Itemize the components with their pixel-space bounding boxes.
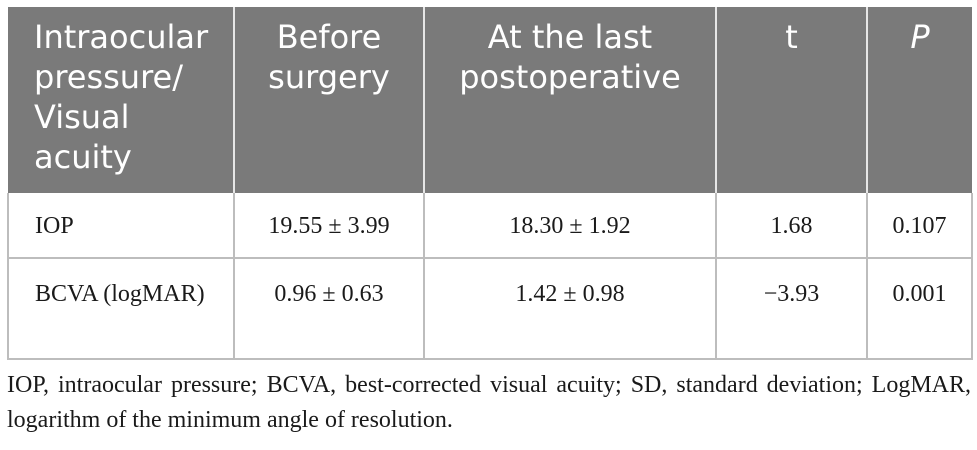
header-last-postoperative: At the last postoperative (424, 7, 717, 193)
header-measure: Intraocular pressure/ Visual acuity (8, 7, 235, 193)
table-row: IOP 19.55 ± 3.99 18.30 ± 1.92 1.68 0.107 (7, 193, 973, 259)
table-body: IOP 19.55 ± 3.99 18.30 ± 1.92 1.68 0.107… (7, 193, 973, 360)
header-p: P (867, 7, 972, 193)
cell-t: 1.68 (716, 193, 868, 259)
cell-p: 0.001 (867, 258, 973, 360)
cell-measure: IOP (7, 193, 235, 259)
cell-measure: BCVA (logMAR) (7, 258, 235, 360)
cell-last-postoperative: 18.30 ± 1.92 (424, 193, 717, 259)
cell-last-postoperative: 1.42 ± 0.98 (424, 258, 717, 360)
cell-before-surgery: 0.96 ± 0.63 (234, 258, 425, 360)
header-before-surgery: Before surgery (234, 7, 425, 193)
results-table-container: Intraocular pressure/ Visual acuity Befo… (7, 7, 973, 360)
table-footnote: IOP, intraocular pressure; BCVA, best-co… (7, 372, 971, 433)
cell-before-surgery: 19.55 ± 3.99 (234, 193, 425, 259)
results-table: Intraocular pressure/ Visual acuity Befo… (7, 7, 973, 360)
header-t: t (716, 7, 868, 193)
table-row: BCVA (logMAR) 0.96 ± 0.63 1.42 ± 0.98 −3… (7, 258, 973, 360)
cell-t: −3.93 (716, 258, 868, 360)
header-row: Intraocular pressure/ Visual acuity Befo… (8, 7, 972, 193)
cell-p: 0.107 (867, 193, 973, 259)
table-header: Intraocular pressure/ Visual acuity Befo… (8, 7, 972, 193)
